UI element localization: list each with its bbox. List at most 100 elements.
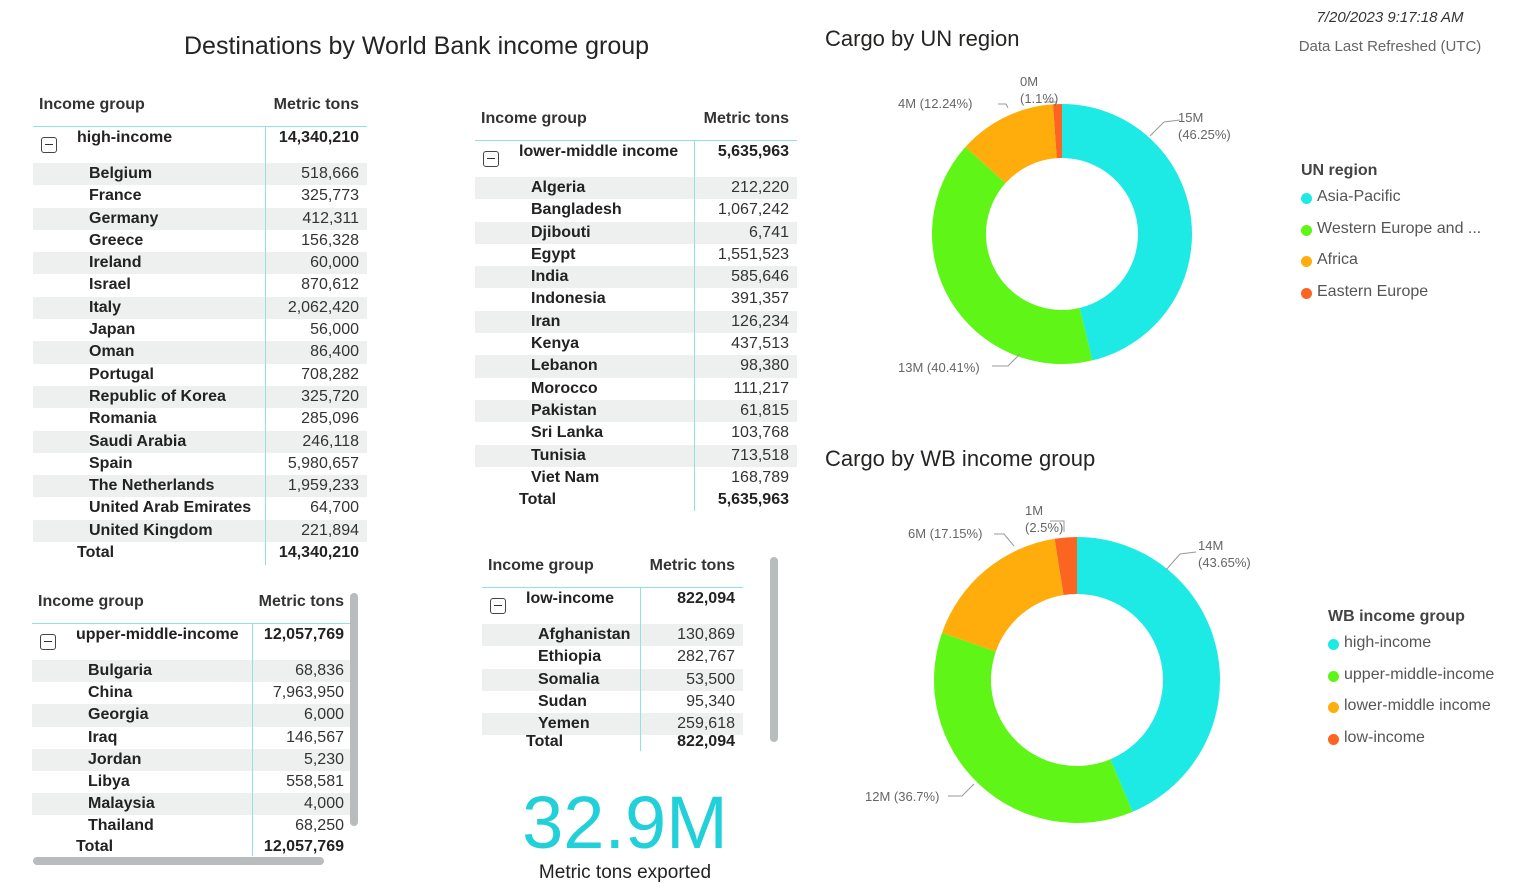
total-row: Total 822,094: [482, 734, 743, 753]
collapse-icon[interactable]: [40, 634, 56, 650]
table-row[interactable]: United Arab Emirates 64,700: [33, 497, 367, 519]
table-row[interactable]: Greece 156,328: [33, 230, 367, 252]
legend-item[interactable]: Africa: [1301, 251, 1481, 283]
table-row[interactable]: The Netherlands 1,959,233: [33, 475, 367, 498]
un-region-legend: UN region Asia-Pacific Western Europe and…: [1301, 162, 1481, 314]
table-row[interactable]: Republic of Korea 325,720: [33, 385, 367, 409]
table-row[interactable]: Germany 412,311: [33, 207, 367, 230]
table-row[interactable]: Malaysia 4,000: [32, 793, 352, 816]
table-row[interactable]: Algeria 212,220: [475, 177, 797, 200]
table-row[interactable]: Libya 558,581: [32, 771, 352, 793]
table-row[interactable]: Somalia 53,500: [482, 668, 743, 691]
column-header-income-group[interactable]: Income group: [488, 557, 594, 574]
table-row[interactable]: Belgium 518,666: [33, 163, 367, 186]
un-region-donut-chart[interactable]: 15M (46.25%) 13M (40.41%) 4M (12.24%) 0M (1.1…: [820, 60, 1290, 440]
country-name: Malaysia: [88, 795, 155, 813]
legend-item[interactable]: Asia-Pacific: [1301, 188, 1481, 220]
table-row[interactable]: Georgia 6,000: [32, 704, 352, 727]
column-header-income-group[interactable]: Income group: [39, 96, 145, 113]
donut-slice[interactable]: [965, 104, 1057, 184]
donut-slice[interactable]: [932, 147, 1093, 364]
table-row[interactable]: Saudi Arabia 246,118: [33, 430, 367, 453]
group-row: high-income 14,340,210: [33, 127, 367, 163]
column-header-metric-tons[interactable]: Metric tons: [258, 593, 344, 610]
column-header-income-group[interactable]: Income group: [38, 593, 144, 610]
matrix-header: Income group Metric tons: [32, 591, 352, 624]
legend-item[interactable]: lower-middle income: [1328, 697, 1494, 729]
country-name: Republic of Korea: [89, 387, 226, 405]
country-value: 870,612: [301, 276, 359, 294]
column-header-metric-tons[interactable]: Metric tons: [273, 96, 359, 113]
table-row[interactable]: Egypt 1,551,523: [475, 244, 797, 266]
column-divider: [694, 141, 695, 511]
total-value: 12,057,769: [263, 837, 344, 855]
donut-slice[interactable]: [942, 538, 1064, 652]
table-row[interactable]: Ireland 60,000: [33, 252, 367, 275]
table-row[interactable]: Bangladesh 1,067,242: [475, 199, 797, 221]
table-row[interactable]: Thailand 68,250: [32, 815, 352, 837]
country-value: 212,220: [731, 179, 789, 196]
table-row[interactable]: Afghanistan 130,869: [482, 624, 743, 647]
table-row[interactable]: Tunisia 713,518: [475, 444, 797, 467]
wb-income-donut-chart[interactable]: 14M (43.65%) 12M (36.7%) 6M (17.15%) 1M (2.5%…: [820, 480, 1290, 875]
table-row[interactable]: Lebanon 98,380: [475, 355, 797, 378]
legend-item[interactable]: Western Europe and ...: [1301, 220, 1481, 252]
donut-slice[interactable]: [1062, 104, 1192, 361]
donut-slice[interactable]: [934, 632, 1133, 823]
column-header-metric-tons[interactable]: Metric tons: [649, 557, 735, 574]
table-row[interactable]: Portugal 708,282: [33, 364, 367, 386]
table-row[interactable]: Israel 870,612: [33, 274, 367, 296]
table-row[interactable]: Spain 5,980,657: [33, 453, 367, 475]
group-value: 14,340,210: [278, 129, 359, 146]
data-label: 13M (40.41%): [898, 360, 980, 375]
table-row[interactable]: Djibouti 6,741: [475, 221, 797, 244]
table-row[interactable]: India 585,646: [475, 266, 797, 289]
country-name: France: [89, 187, 142, 205]
table-row[interactable]: Viet Nam 168,789: [475, 467, 797, 489]
vertical-scrollbar[interactable]: [770, 557, 778, 742]
legend-item[interactable]: low-income: [1328, 729, 1494, 761]
table-row[interactable]: United Kingdom 221,894: [33, 519, 367, 543]
legend-item[interactable]: high-income: [1328, 634, 1494, 666]
country-name: Egypt: [531, 245, 576, 263]
table-row[interactable]: Romania 285,096: [33, 408, 367, 430]
table-row[interactable]: Japan 56,000: [33, 319, 367, 341]
legend-label: low-income: [1344, 728, 1425, 746]
legend-label: Africa: [1317, 251, 1358, 268]
table-row[interactable]: Iraq 146,567: [32, 727, 352, 749]
table-row[interactable]: Sudan 95,340: [482, 691, 743, 713]
country-value: 98,380: [740, 357, 789, 375]
table-row[interactable]: Oman 86,400: [33, 341, 367, 364]
donut-slice[interactable]: [1054, 537, 1077, 596]
table-row[interactable]: Iran 126,234: [475, 310, 797, 334]
table-row[interactable]: Indonesia 391,357: [475, 288, 797, 310]
table-row[interactable]: Kenya 437,513: [475, 333, 797, 355]
table-row[interactable]: Italy 2,062,420: [33, 296, 367, 320]
country-value: 7,963,950: [272, 684, 344, 702]
column-header-income-group[interactable]: Income group: [481, 110, 587, 127]
donut-slice[interactable]: [1053, 104, 1062, 159]
group-label: high-income: [77, 129, 173, 146]
table-row[interactable]: Pakistan 61,815: [475, 399, 797, 423]
legend-item[interactable]: upper-middle-income: [1328, 666, 1494, 698]
table-row[interactable]: France 325,773: [33, 185, 367, 207]
table-row[interactable]: Jordan 5,230: [32, 748, 352, 771]
total-row: Total 14,340,210: [33, 542, 367, 564]
legend-item[interactable]: Eastern Europe: [1301, 283, 1481, 315]
table-row[interactable]: Morocco 111,217: [475, 378, 797, 400]
table-row[interactable]: Ethiopia 282,767: [482, 646, 743, 668]
table-row[interactable]: Bulgaria 68,836: [32, 660, 352, 683]
collapse-icon[interactable]: [483, 151, 499, 167]
group-label: lower-middle income: [519, 143, 679, 160]
collapse-icon[interactable]: [490, 598, 506, 614]
donut-slice[interactable]: [1077, 537, 1220, 812]
table-row[interactable]: Sri Lanka 103,768: [475, 422, 797, 444]
collapse-icon[interactable]: [41, 137, 57, 153]
column-header-metric-tons[interactable]: Metric tons: [703, 110, 789, 127]
table-row[interactable]: Yemen 259,618: [482, 713, 743, 736]
un-region-chart-title: Cargo by UN region: [825, 26, 1020, 51]
horizontal-scrollbar[interactable]: [33, 857, 324, 865]
table-row[interactable]: China 7,963,950: [32, 682, 352, 704]
vertical-scrollbar[interactable]: [350, 593, 358, 826]
country-name: Bulgaria: [88, 662, 153, 679]
